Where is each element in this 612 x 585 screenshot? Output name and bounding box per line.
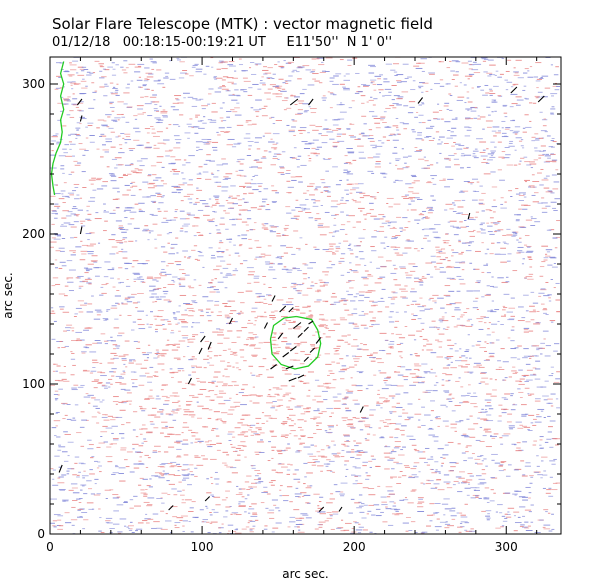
plot-frame <box>49 56 562 535</box>
field-vector-2 <box>289 98 299 106</box>
field-vector-10 <box>279 305 287 313</box>
field-vector-31 <box>187 377 192 385</box>
x-tick-label-200: 200 <box>343 540 366 554</box>
x-tick-label-300: 300 <box>495 540 518 554</box>
field-vector-27 <box>270 364 277 370</box>
field-vector-33 <box>204 496 211 502</box>
field-vector-12 <box>228 317 233 325</box>
field-vector-1 <box>79 115 83 122</box>
field-vector-17 <box>200 335 206 343</box>
field-vector-4 <box>417 97 424 104</box>
field-vector-32 <box>359 406 364 413</box>
field-vector-37 <box>58 464 63 473</box>
magnetogram-field-texture <box>50 56 560 535</box>
x-axis-label: arc sec. <box>282 567 328 581</box>
field-vector-30 <box>288 377 297 382</box>
field-vector-6 <box>537 95 545 103</box>
y-tick-label-300: 300 <box>22 77 45 91</box>
field-vector-25 <box>289 346 297 352</box>
field-vector-0 <box>76 98 83 106</box>
field-vector-36 <box>338 506 343 512</box>
field-vector-15 <box>303 326 309 332</box>
x-tick-label-100: 100 <box>191 540 214 554</box>
field-vector-21 <box>297 332 303 338</box>
field-vector-19 <box>198 347 203 355</box>
field-vector-35 <box>318 506 325 512</box>
field-vector-22 <box>315 337 322 344</box>
y-axis-label: arc sec. <box>1 272 15 318</box>
field-vector-26 <box>303 356 309 362</box>
field-vector-24 <box>282 352 290 358</box>
y-tick-label-200: 200 <box>22 227 45 241</box>
field-contour-0 <box>269 315 322 370</box>
field-contour-1 <box>50 61 65 196</box>
field-vector-28 <box>285 365 294 370</box>
field-vector-5 <box>510 86 518 94</box>
vector-layer <box>58 86 545 512</box>
field-vector-34 <box>168 505 174 511</box>
field-vector-3 <box>308 98 314 106</box>
field-vector-18 <box>207 341 212 350</box>
field-vector-8 <box>79 226 83 235</box>
field-vector-29 <box>297 374 305 379</box>
chart-title: Solar Flare Telescope (MTK) : vector mag… <box>52 15 433 33</box>
tick-layer: 0 100 200 300 0 100 200 300 <box>22 57 561 554</box>
field-vector-9 <box>271 295 276 302</box>
field-vector-23 <box>309 347 316 353</box>
field-vector-13 <box>263 322 268 329</box>
y-tick-label-100: 100 <box>22 377 45 391</box>
x-tick-label-0: 0 <box>46 540 54 554</box>
field-vector-14 <box>292 322 302 329</box>
field-vector-11 <box>288 307 294 313</box>
field-vector-7 <box>467 212 471 220</box>
chart-subtitle: 01/12/18 00:18:15-00:19:21 UT E11'50'' N… <box>52 35 393 50</box>
field-vector-20 <box>277 332 284 340</box>
y-tick-label-0: 0 <box>37 527 45 541</box>
field-vector-16 <box>308 320 314 325</box>
